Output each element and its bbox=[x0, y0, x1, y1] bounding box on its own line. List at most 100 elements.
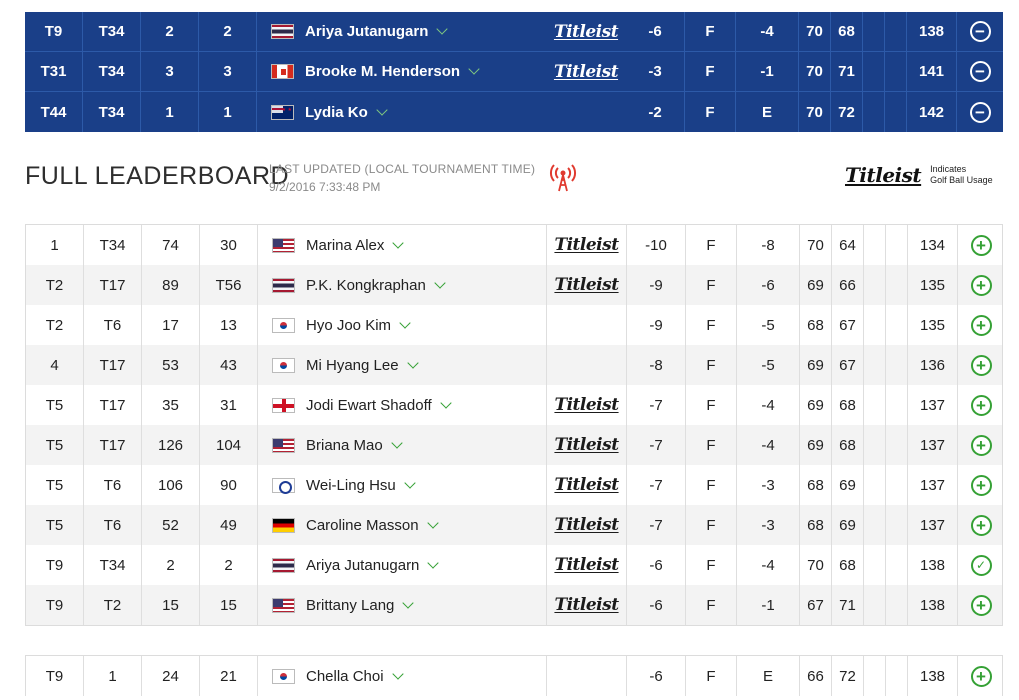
plus-circle-icon[interactable]: + bbox=[970, 594, 992, 616]
plus-circle-icon[interactable]: + bbox=[970, 434, 992, 456]
round-2-cell: 71 bbox=[831, 52, 863, 91]
player-name[interactable]: Lydia Ko bbox=[305, 103, 368, 121]
thru-cell: F bbox=[686, 505, 737, 545]
plus-circle-icon[interactable]: + bbox=[970, 314, 992, 336]
chevron-down-icon[interactable] bbox=[404, 476, 416, 489]
player-name[interactable]: Hyo Joo Kim bbox=[306, 316, 392, 334]
player-name[interactable]: Ariya Jutanugarn bbox=[306, 556, 420, 574]
chevron-down-icon[interactable] bbox=[426, 516, 439, 529]
titleist-logo: Titleist bbox=[554, 475, 619, 495]
player-name[interactable]: Ariya Jutanugarn bbox=[305, 23, 429, 40]
plus-circle-icon[interactable]: + bbox=[970, 474, 992, 496]
chevron-down-icon[interactable] bbox=[391, 436, 403, 449]
table-row[interactable]: T5 T6 106 90 Wei-Ling Hsu Titleist -7 F -3 68 69 13… bbox=[26, 465, 1002, 505]
rank-cell: 104 bbox=[200, 425, 258, 465]
action-cell: + bbox=[958, 305, 1004, 345]
player-cell[interactable]: Chella Choi bbox=[258, 656, 547, 696]
player-name[interactable]: Brooke M. Henderson bbox=[305, 63, 461, 80]
chevron-down-icon[interactable] bbox=[427, 556, 440, 569]
table-row[interactable]: T5 T17 126 104 Briana Mao Titleist -7 F -4 69 68 13… bbox=[26, 425, 1002, 465]
total-cell: 137 bbox=[908, 465, 958, 505]
player-cell[interactable]: Mi Hyang Lee bbox=[258, 345, 547, 385]
player-name[interactable]: P.K. Kongkraphan bbox=[306, 276, 426, 294]
prev-position-cell: T17 bbox=[84, 265, 142, 305]
rank-cell: 106 bbox=[142, 465, 200, 505]
check-circle-icon[interactable]: ✓ bbox=[970, 554, 992, 576]
player-name[interactable]: Wei-Ling Hsu bbox=[306, 476, 396, 494]
table-row[interactable]: T31 T34 3 3 Brooke M. Henderson Titleist -3 F -1… bbox=[25, 52, 1003, 92]
today-cell: E bbox=[737, 656, 800, 696]
table-row[interactable]: T9 T34 2 2 Ariya Jutanugarn Titleist -6 F -4 70 68… bbox=[26, 545, 1002, 585]
table-row[interactable]: T9 T2 15 15 Brittany Lang Titleist -6 F -1 67 71 13… bbox=[26, 585, 1002, 625]
ball-brand-cell: Titleist bbox=[547, 585, 627, 625]
plus-circle-icon[interactable]: + bbox=[970, 234, 992, 256]
player-name[interactable]: Chella Choi bbox=[306, 667, 384, 685]
thru-cell: F bbox=[686, 385, 737, 425]
rank-cell: 2 bbox=[199, 12, 257, 51]
position-cell: T5 bbox=[26, 425, 84, 465]
player-cell[interactable]: Hyo Joo Kim bbox=[258, 305, 547, 345]
chevron-down-icon[interactable] bbox=[406, 356, 419, 369]
round-3-cell bbox=[864, 656, 886, 696]
table-row[interactable]: T5 T6 52 49 Caroline Masson Titleist -7 F -3 68 69… bbox=[26, 505, 1002, 545]
plus-circle-icon[interactable]: + bbox=[970, 354, 992, 376]
rank-cell: 126 bbox=[142, 425, 200, 465]
player-name[interactable]: Caroline Masson bbox=[306, 516, 419, 534]
player-name[interactable]: Briana Mao bbox=[306, 436, 383, 454]
player-cell[interactable]: Brittany Lang bbox=[258, 585, 547, 625]
position-cell: T9 bbox=[26, 656, 84, 696]
chevron-down-icon[interactable] bbox=[468, 63, 480, 75]
player-cell[interactable]: Briana Mao bbox=[258, 425, 547, 465]
rank-cell: 52 bbox=[142, 505, 200, 545]
table-row[interactable]: T2 T17 89 T56 P.K. Kongkraphan Titleist -9 F -6 6… bbox=[26, 265, 1002, 305]
plus-circle-icon[interactable]: + bbox=[970, 274, 992, 296]
table-row[interactable]: 4 T17 53 43 Mi Hyang Lee -8 F -5 69 67 136 + bbox=[26, 345, 1002, 385]
ball-brand-cell bbox=[546, 92, 626, 132]
table-row[interactable]: T9 T34 2 2 Ariya Jutanugarn Titleist -6 F -4 70 68… bbox=[25, 12, 1003, 52]
prev-position-cell: T17 bbox=[84, 345, 142, 385]
flag-icon bbox=[271, 24, 294, 39]
player-name[interactable]: Jodi Ewart Shadoff bbox=[306, 396, 432, 414]
player-name[interactable]: Brittany Lang bbox=[306, 596, 395, 614]
today-cell: -4 bbox=[737, 385, 800, 425]
minus-circle-icon[interactable]: − bbox=[969, 61, 991, 82]
player-cell[interactable]: P.K. Kongkraphan bbox=[258, 265, 547, 305]
rank-cell: 15 bbox=[142, 585, 200, 625]
table-row[interactable]: 1 T34 74 30 Marina Alex Titleist -10 F -8 70 64 134… bbox=[26, 225, 1002, 265]
chevron-down-icon[interactable] bbox=[376, 103, 388, 116]
table-row[interactable]: T2 T6 17 13 Hyo Joo Kim -9 F -5 68 67 135 + bbox=[26, 305, 1002, 345]
chevron-down-icon[interactable] bbox=[391, 667, 404, 680]
chevron-down-icon[interactable] bbox=[434, 276, 446, 289]
plus-circle-icon[interactable]: + bbox=[970, 665, 992, 687]
player-cell[interactable]: Wei-Ling Hsu bbox=[258, 465, 547, 505]
ball-brand-cell bbox=[547, 305, 627, 345]
table-row[interactable]: T5 T17 35 31 Jodi Ewart Shadoff Titleist -7 F -4… bbox=[26, 385, 1002, 425]
chevron-down-icon[interactable] bbox=[399, 316, 411, 329]
thru-cell: F bbox=[686, 465, 737, 505]
chevron-down-icon[interactable] bbox=[392, 236, 405, 249]
to-par-cell: -7 bbox=[627, 385, 686, 425]
rank-cell: 2 bbox=[200, 545, 258, 585]
table-row[interactable]: T9 1 24 21 Chella Choi -6 F E 66 72 138 + bbox=[26, 656, 1002, 696]
player-cell[interactable]: Jodi Ewart Shadoff bbox=[258, 385, 547, 425]
minus-circle-icon[interactable]: − bbox=[969, 101, 991, 123]
plus-circle-icon[interactable]: + bbox=[970, 514, 992, 536]
today-cell: -4 bbox=[736, 12, 799, 51]
chevron-down-icon[interactable] bbox=[436, 23, 449, 35]
prev-position-cell: T34 bbox=[84, 225, 142, 265]
chevron-down-icon[interactable] bbox=[439, 396, 452, 409]
player-name[interactable]: Mi Hyang Lee bbox=[306, 356, 399, 374]
player-cell[interactable]: Ariya Jutanugarn bbox=[257, 12, 546, 51]
player-cell[interactable]: Lydia Ko bbox=[257, 92, 546, 132]
player-cell[interactable]: Ariya Jutanugarn bbox=[258, 545, 547, 585]
plus-circle-icon[interactable]: + bbox=[970, 394, 992, 416]
player-name[interactable]: Marina Alex bbox=[306, 236, 385, 254]
thru-cell: F bbox=[686, 225, 737, 265]
player-cell[interactable]: Brooke M. Henderson bbox=[257, 52, 546, 91]
player-cell[interactable]: Marina Alex bbox=[258, 225, 547, 265]
minus-circle-icon[interactable]: − bbox=[969, 21, 991, 42]
action-cell: + bbox=[958, 265, 1004, 305]
chevron-down-icon[interactable] bbox=[402, 596, 415, 609]
player-cell[interactable]: Caroline Masson bbox=[258, 505, 547, 545]
